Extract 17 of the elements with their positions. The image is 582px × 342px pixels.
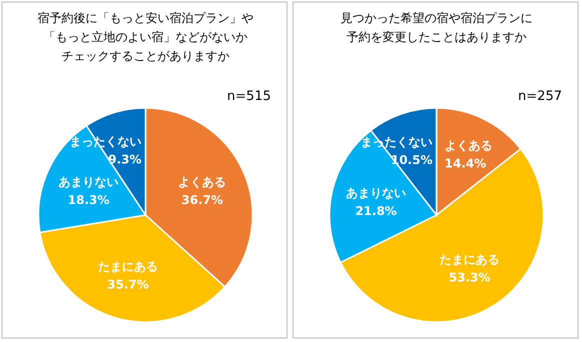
data-label: 14.4%	[444, 156, 486, 170]
data-label: 36.7%	[181, 192, 224, 207]
data-label: 21.8%	[355, 204, 397, 218]
data-label: 35.7%	[107, 278, 149, 292]
data-label: 18.3%	[68, 193, 110, 208]
slice-label: よくある	[178, 174, 226, 189]
text: n=257	[518, 89, 562, 104]
slice-label: あまりない	[58, 175, 119, 190]
slice-label: あまりない	[346, 186, 406, 200]
chart-title: 見つかった希望の宿や宿泊プランに予約を変更したことはありますか	[340, 11, 532, 44]
text: n=515	[227, 89, 271, 104]
data-label: 9.3%	[108, 152, 142, 166]
slice-label: たまにある	[440, 252, 500, 267]
chart-title: 宿予約後に「もっと安い宿泊プラン」や「もっと立地のよい宿」などがないかチェックすることがありますか	[38, 11, 254, 63]
slice-label: よくある	[444, 138, 492, 152]
data-label: 53.3%	[448, 270, 490, 285]
slice-label: たまにある	[98, 260, 158, 274]
